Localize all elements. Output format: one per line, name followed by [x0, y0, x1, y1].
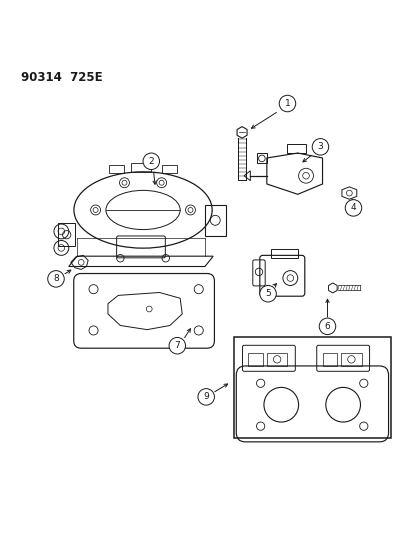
Bar: [58, 223, 75, 246]
Bar: [248, 353, 262, 366]
Bar: [131, 163, 151, 172]
Text: 4: 4: [350, 204, 356, 213]
Text: 2: 2: [148, 157, 154, 166]
Bar: [266, 353, 287, 366]
Circle shape: [344, 200, 361, 216]
Text: 8: 8: [53, 274, 59, 284]
Circle shape: [318, 318, 335, 335]
Text: 3: 3: [317, 142, 323, 151]
Circle shape: [47, 271, 64, 287]
Text: 6: 6: [324, 322, 330, 331]
Circle shape: [197, 389, 214, 405]
Circle shape: [278, 95, 295, 112]
Circle shape: [311, 139, 328, 155]
Bar: [340, 353, 361, 366]
Text: 9: 9: [203, 392, 209, 401]
Text: 90314  725E: 90314 725E: [21, 70, 103, 84]
Bar: [204, 205, 225, 236]
Bar: [322, 353, 336, 366]
Bar: [233, 337, 390, 438]
Circle shape: [169, 337, 185, 354]
Circle shape: [259, 286, 275, 302]
Text: 5: 5: [265, 289, 270, 298]
Text: 7: 7: [174, 341, 180, 350]
Bar: [270, 249, 297, 259]
Circle shape: [143, 153, 159, 169]
Text: 1: 1: [284, 99, 290, 108]
